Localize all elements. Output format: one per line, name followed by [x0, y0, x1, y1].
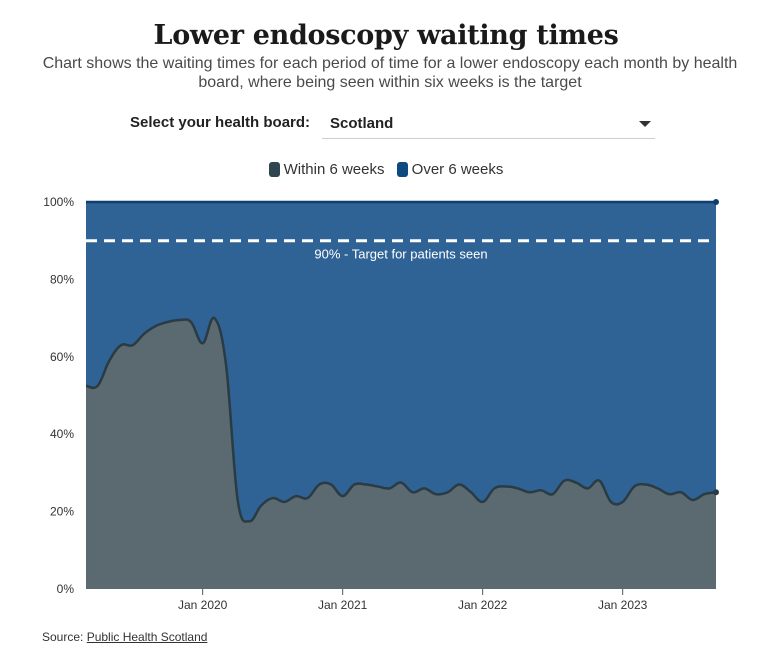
y-tick-label: 40% [50, 427, 74, 441]
legend-label-within: Within 6 weeks [283, 161, 385, 178]
y-tick-label: 20% [50, 505, 74, 519]
x-tick-label: Jan 2020 [178, 598, 228, 612]
health-board-selector-row: Select your health board: Scotland [0, 112, 772, 142]
line-within-6-weeks [85, 316, 717, 523]
x-tick-label: Jan 2021 [318, 598, 368, 612]
y-tick-label: 60% [50, 350, 74, 364]
dropdown-selected-value: Scotland [330, 115, 394, 132]
x-tick-label: Jan 2023 [598, 598, 648, 612]
legend-item-within[interactable]: Within 6 weeks [268, 161, 385, 178]
legend-swatch-within [268, 162, 280, 177]
source-prefix: Source: [42, 630, 84, 644]
source-note: Source: Public Health Scotland [42, 630, 207, 644]
legend-item-over[interactable]: Over 6 weeks [396, 161, 504, 178]
chart-area: 90% - Target for patients seen 0% 20% 40% 60… [43, 195, 719, 612]
y-tick-label: 80% [50, 272, 74, 286]
health-board-dropdown[interactable]: Scotland [322, 112, 655, 139]
marker-over-end [713, 199, 719, 205]
legend-label-over: Over 6 weeks [411, 161, 504, 178]
marker-within-end [713, 489, 719, 496]
y-tick-label: 100% [43, 195, 74, 209]
x-tick-label: Jan 2022 [458, 598, 508, 612]
selector-label: Select your health board: [130, 114, 311, 131]
caret-down-icon [639, 121, 651, 127]
legend: Within 6 weeks Over 6 weeks [0, 161, 772, 181]
chart-subtitle: Chart shows the waiting times for each p… [42, 55, 738, 91]
legend-swatch-over [396, 162, 408, 177]
y-tick-label: 0% [57, 582, 75, 596]
chart-title: Lower endoscopy waiting times [153, 20, 619, 51]
target-label: 90% - Target for patients seen [314, 247, 487, 262]
source-link[interactable]: Public Health Scotland [86, 630, 208, 644]
